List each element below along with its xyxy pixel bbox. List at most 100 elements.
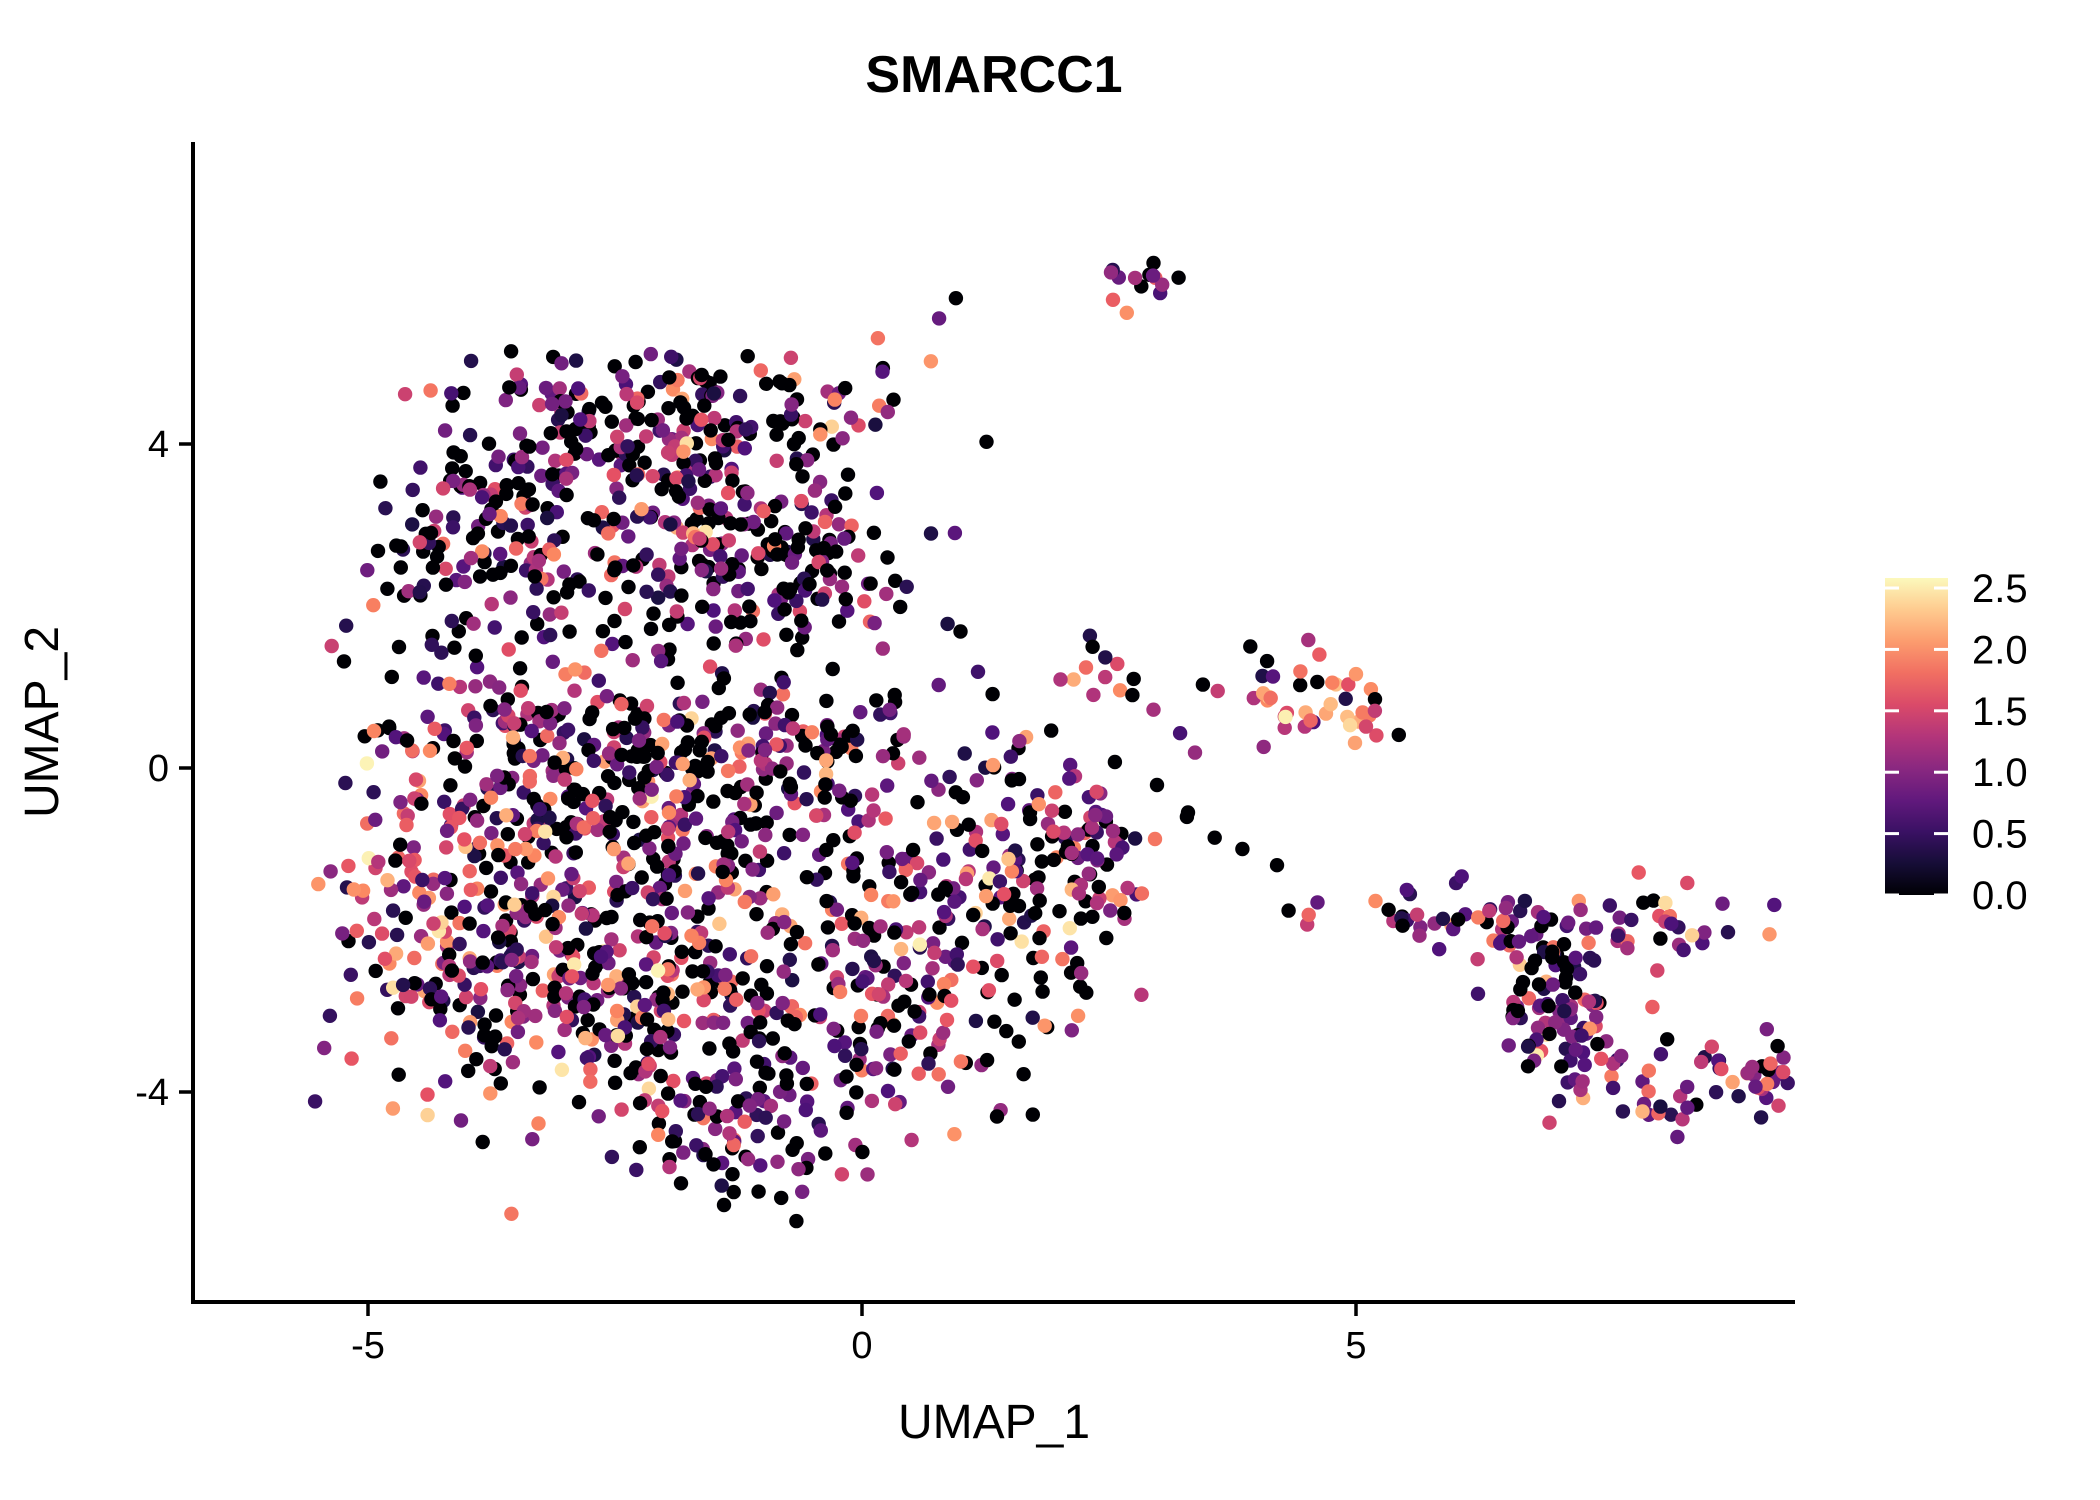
data-point bbox=[428, 509, 444, 524]
data-point bbox=[676, 1145, 691, 1160]
data-point bbox=[481, 436, 497, 451]
data-point bbox=[1660, 1032, 1675, 1047]
data-point bbox=[786, 437, 802, 452]
data-point bbox=[1605, 1080, 1621, 1096]
data-point bbox=[484, 596, 499, 612]
data-point bbox=[844, 518, 859, 533]
data-point bbox=[1303, 713, 1318, 728]
data-point bbox=[766, 887, 781, 902]
data-point bbox=[626, 558, 641, 573]
data-point bbox=[1256, 739, 1271, 755]
data-point bbox=[1034, 949, 1050, 964]
data-point bbox=[674, 588, 689, 603]
data-point bbox=[718, 967, 733, 983]
data-point bbox=[1568, 1042, 1583, 1057]
data-point bbox=[1025, 1010, 1040, 1025]
data-point bbox=[661, 805, 677, 820]
data-point bbox=[713, 501, 729, 516]
data-point bbox=[753, 891, 768, 906]
data-point bbox=[559, 585, 575, 600]
data-point bbox=[840, 603, 855, 618]
data-point bbox=[926, 815, 942, 831]
data-point bbox=[1035, 984, 1050, 999]
data-point bbox=[775, 687, 791, 702]
data-point bbox=[1090, 851, 1105, 866]
data-point bbox=[864, 1093, 880, 1109]
data-point bbox=[714, 1178, 729, 1193]
data-point bbox=[1105, 823, 1121, 839]
data-point bbox=[1594, 1051, 1609, 1067]
data-point bbox=[477, 1028, 492, 1043]
data-point bbox=[834, 579, 850, 594]
data-point bbox=[645, 469, 660, 484]
data-point bbox=[799, 792, 814, 807]
data-point bbox=[391, 639, 407, 655]
data-point bbox=[752, 1080, 767, 1096]
data-point bbox=[446, 445, 461, 460]
data-point bbox=[708, 939, 723, 954]
data-point bbox=[422, 981, 438, 996]
data-point bbox=[823, 727, 839, 742]
data-point bbox=[595, 624, 611, 639]
data-point bbox=[835, 431, 850, 446]
data-point bbox=[622, 765, 637, 780]
data-point bbox=[670, 714, 685, 729]
data-point bbox=[323, 864, 338, 879]
data-point bbox=[644, 919, 660, 934]
data-point bbox=[922, 987, 937, 1002]
data-point bbox=[953, 1054, 969, 1069]
data-point bbox=[483, 1058, 498, 1074]
data-point bbox=[697, 473, 712, 488]
data-point bbox=[751, 1184, 766, 1199]
data-point bbox=[1588, 920, 1604, 935]
data-point bbox=[503, 344, 519, 359]
data-point bbox=[335, 926, 350, 941]
data-point bbox=[463, 882, 479, 898]
data-point bbox=[715, 1015, 731, 1030]
data-point bbox=[674, 541, 689, 556]
data-point bbox=[1572, 966, 1588, 982]
data-point bbox=[1501, 1038, 1516, 1053]
data-point bbox=[1134, 987, 1149, 1002]
data-point bbox=[590, 822, 605, 838]
data-point bbox=[1341, 677, 1356, 692]
data-point bbox=[531, 1116, 546, 1131]
data-point bbox=[909, 855, 925, 871]
data-point bbox=[1368, 893, 1383, 909]
data-point bbox=[863, 576, 878, 591]
data-point bbox=[607, 1053, 622, 1069]
data-point bbox=[1369, 728, 1384, 743]
data-point bbox=[503, 518, 519, 533]
data-point bbox=[505, 730, 521, 745]
data-point bbox=[979, 434, 994, 449]
data-point bbox=[483, 1086, 498, 1101]
data-point bbox=[845, 855, 860, 870]
data-point bbox=[783, 407, 799, 422]
data-point bbox=[542, 810, 557, 825]
data-point bbox=[770, 700, 785, 715]
data-point bbox=[476, 923, 491, 939]
data-point bbox=[561, 791, 576, 806]
data-point bbox=[1062, 771, 1077, 786]
data-point bbox=[1653, 1099, 1668, 1114]
data-point bbox=[712, 916, 727, 931]
data-point bbox=[875, 364, 890, 379]
data-point bbox=[1064, 1023, 1080, 1038]
data-point bbox=[953, 624, 968, 639]
data-point bbox=[837, 1048, 853, 1064]
data-point bbox=[999, 1023, 1014, 1039]
data-point bbox=[944, 993, 959, 1008]
data-point bbox=[1105, 292, 1121, 307]
data-point bbox=[552, 381, 567, 396]
data-point bbox=[676, 400, 692, 415]
data-point bbox=[590, 547, 605, 562]
data-point bbox=[1293, 664, 1308, 679]
data-point bbox=[775, 995, 790, 1011]
data-point bbox=[883, 1047, 898, 1062]
data-point bbox=[1471, 910, 1486, 925]
data-point bbox=[452, 810, 467, 826]
data-point bbox=[827, 499, 843, 514]
data-point bbox=[517, 827, 533, 842]
data-point bbox=[344, 1051, 359, 1066]
data-point bbox=[621, 579, 636, 595]
